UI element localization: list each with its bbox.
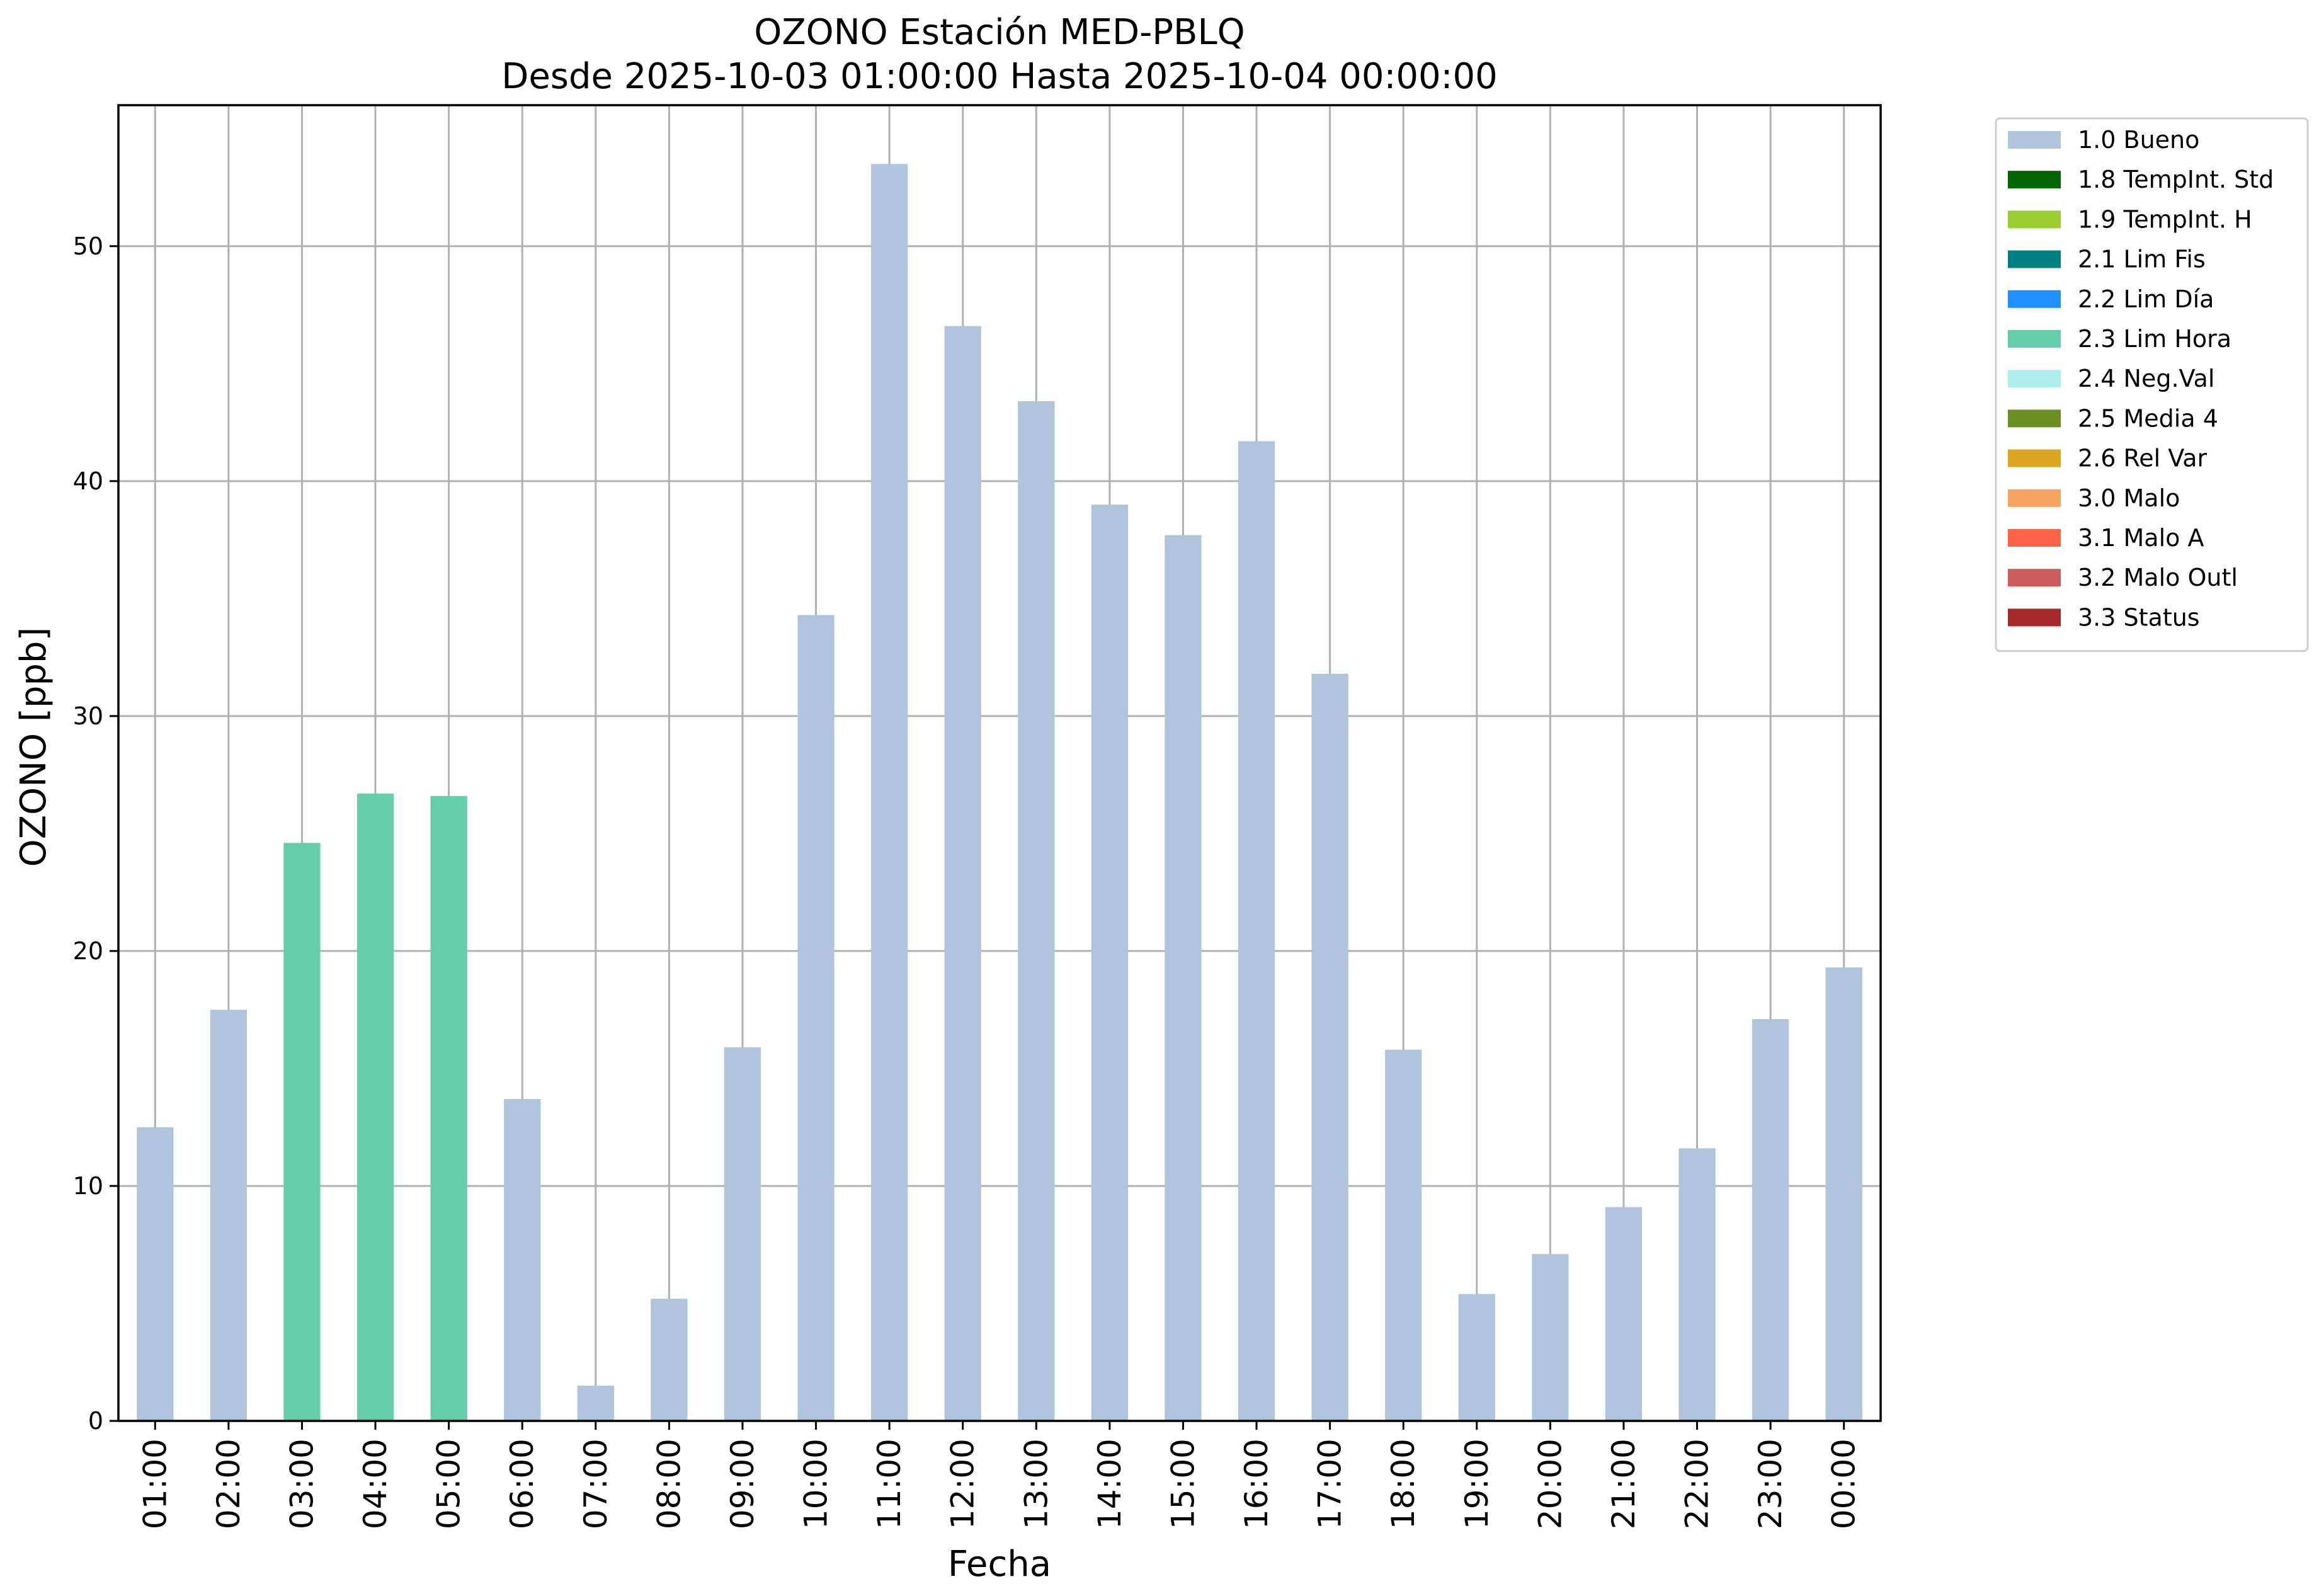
bar-1000 xyxy=(797,615,835,1421)
bar-0700 xyxy=(577,1386,614,1421)
bar-1400 xyxy=(1091,504,1129,1422)
x-tick-label: 07:00 xyxy=(578,1439,614,1529)
legend-label: 2.6 Rel Var xyxy=(2078,445,2208,472)
legend-label: 1.9 TempInt. H xyxy=(2078,205,2252,233)
x-tick-label: 06:00 xyxy=(504,1439,540,1529)
bar-0800 xyxy=(651,1299,688,1421)
x-tick-label: 09:00 xyxy=(724,1439,761,1529)
y-axis-label: OZONO [ppb] xyxy=(13,627,54,867)
y-tick-label: 20 xyxy=(73,937,103,965)
x-tick-label: 02:00 xyxy=(210,1439,247,1529)
x-tick-label: 13:00 xyxy=(1018,1439,1054,1529)
bars xyxy=(137,164,1862,1422)
x-tick-label: 11:00 xyxy=(871,1439,908,1529)
bar-0900 xyxy=(724,1047,761,1421)
legend-label: 3.0 Malo xyxy=(2078,484,2180,512)
x-axis-label: Fecha xyxy=(948,1544,1051,1585)
legend-label: 2.3 Lim Hora xyxy=(2078,325,2231,353)
x-tick-label: 14:00 xyxy=(1091,1439,1128,1529)
x-tick-label: 04:00 xyxy=(357,1439,394,1529)
legend-label: 1.8 TempInt. Std xyxy=(2078,166,2274,193)
legend-swatch xyxy=(2008,210,2061,229)
x-tick-label: 20:00 xyxy=(1532,1439,1568,1529)
legend: 1.0 Bueno 1.8 TempInt. Std 1.9 TempInt. H 2… xyxy=(1995,117,2309,653)
y-tick-label: 40 xyxy=(73,467,103,495)
chart-subtitle: Desde 2025-10-03 01:00:00 Hasta 2025-10-… xyxy=(501,56,1498,97)
legend-label: 3.1 Malo A xyxy=(2078,524,2204,552)
axes: 0 10 20 30 40 50 01:00 02:00 03:00 04:00 05:00 06:0… xyxy=(73,104,1882,1529)
x-tick-label: 15:00 xyxy=(1165,1439,1201,1529)
x-tick-label: 00:00 xyxy=(1826,1439,1862,1529)
chart-title: OZONO Estación MED-PBLQ xyxy=(754,12,1245,53)
legend-label: 3.2 Malo Outl xyxy=(2078,564,2238,591)
bar-0500 xyxy=(430,795,467,1421)
bar-1300 xyxy=(1018,401,1055,1421)
x-tick-label: 12:00 xyxy=(945,1439,981,1529)
y-tick-label: 10 xyxy=(73,1172,103,1200)
bar-0000 xyxy=(1825,967,1862,1421)
bar-0200 xyxy=(210,1010,248,1421)
legend-label: 1.0 Bueno xyxy=(2078,126,2199,154)
x-tick-label: 17:00 xyxy=(1312,1439,1348,1529)
y-tick-label: 50 xyxy=(73,232,103,260)
legend-swatch xyxy=(2008,330,2061,348)
legend-swatch xyxy=(2008,370,2061,388)
legend-swatch xyxy=(2008,290,2061,308)
legend-swatch xyxy=(2008,608,2061,627)
x-tick-label: 10:00 xyxy=(798,1439,835,1529)
bar-1900 xyxy=(1458,1294,1495,1421)
x-tick-label: 23:00 xyxy=(1752,1439,1789,1529)
legend-swatch xyxy=(2008,171,2061,189)
legend-swatch xyxy=(2008,409,2061,428)
x-tick-label: 03:00 xyxy=(283,1439,320,1529)
x-tick-label: 22:00 xyxy=(1679,1439,1716,1529)
y-tick-label: 30 xyxy=(73,702,103,730)
x-tick-label: 18:00 xyxy=(1385,1439,1422,1529)
bar-1100 xyxy=(870,164,908,1422)
bar-1800 xyxy=(1385,1049,1422,1421)
x-tick-label: 08:00 xyxy=(651,1439,687,1529)
x-tick-label: 16:00 xyxy=(1238,1439,1275,1529)
bar-0300 xyxy=(283,843,321,1421)
legend-label: 2.1 Lim Fis xyxy=(2078,246,2206,273)
plot-frame xyxy=(117,104,1882,1422)
legend-box xyxy=(1995,117,2309,653)
y-tick-label: 0 xyxy=(88,1407,103,1435)
bar-2200 xyxy=(1678,1148,1716,1421)
legend-swatch xyxy=(2008,489,2061,507)
x-tick-label: 19:00 xyxy=(1459,1439,1495,1529)
bar-2300 xyxy=(1752,1019,1789,1421)
bar-2100 xyxy=(1605,1207,1643,1421)
legend-swatch xyxy=(2008,449,2061,467)
legend-label: 2.5 Media 4 xyxy=(2078,404,2218,432)
x-tick-label: 01:00 xyxy=(137,1439,173,1529)
bar-0100 xyxy=(137,1127,174,1421)
legend-swatch xyxy=(2008,131,2061,149)
bar-1500 xyxy=(1165,535,1202,1422)
bar-2000 xyxy=(1532,1254,1569,1421)
bar-1700 xyxy=(1311,673,1348,1421)
legend-swatch xyxy=(2008,529,2061,547)
legend-label: 2.2 Lim Día xyxy=(2078,285,2214,313)
legend-swatch xyxy=(2008,250,2061,268)
x-tick-label: 21:00 xyxy=(1605,1439,1642,1529)
legend-label: 3.3 Status xyxy=(2078,603,2200,631)
bar-0600 xyxy=(504,1098,541,1421)
legend-label: 2.4 Neg.Val xyxy=(2078,365,2214,392)
legend-swatch xyxy=(2008,569,2061,587)
bar-1600 xyxy=(1238,441,1275,1421)
bar-1200 xyxy=(944,326,981,1421)
bar-0400 xyxy=(356,793,394,1421)
x-tick-label: 05:00 xyxy=(431,1439,467,1529)
